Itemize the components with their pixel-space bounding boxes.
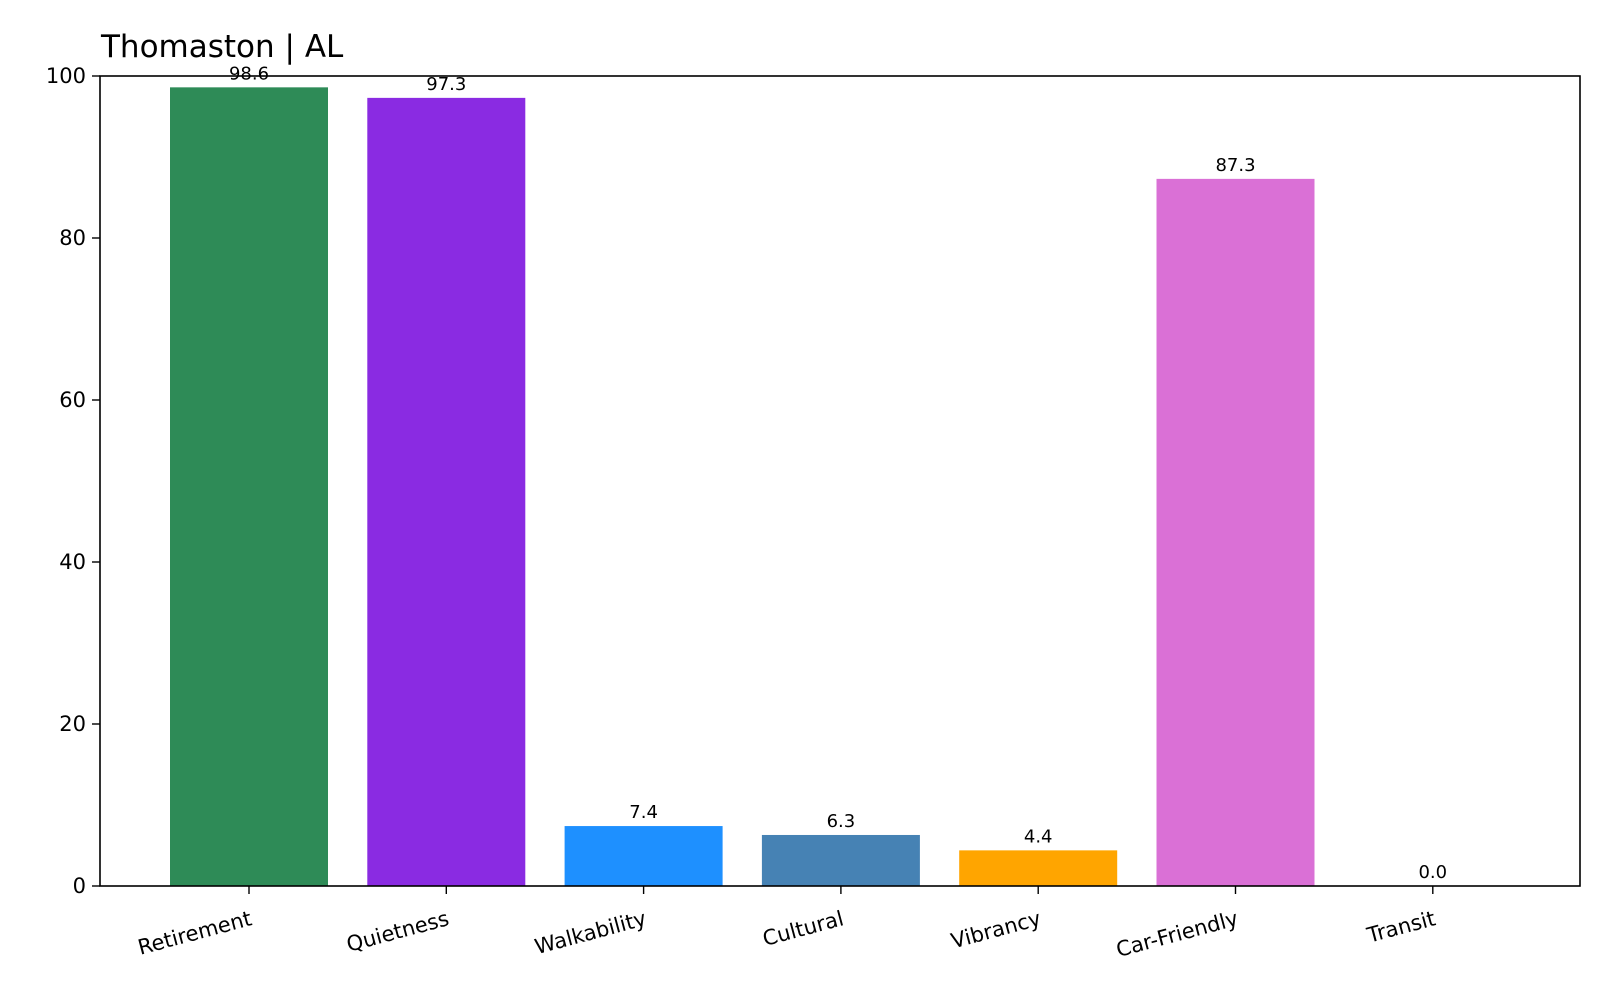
- y-tick-label-100: 100: [46, 64, 86, 88]
- bar-quietness: [367, 97, 526, 887]
- plot-frame: [99, 75, 1581, 887]
- bar-cultural: [761, 834, 920, 886]
- y-tick-label-40: 40: [59, 550, 86, 574]
- value-label-vibrancy: 4.4: [1024, 826, 1053, 847]
- y-axis: 0 20 40 60 80 100: [46, 64, 100, 898]
- value-label-cultural: 6.3: [827, 811, 856, 832]
- y-tick-label-80: 80: [59, 226, 86, 250]
- value-label-car-friendly: 87.3: [1215, 155, 1255, 176]
- chart-title: Thomaston | AL: [100, 29, 344, 65]
- x-tick-label-vibrancy: Vibrancy: [948, 906, 1043, 953]
- x-tick-label-quietness: Quietness: [344, 906, 452, 956]
- x-tick-label-retirement: Retirement: [135, 906, 254, 959]
- y-tick-label-20: 20: [59, 712, 86, 736]
- bars-group: [170, 87, 1315, 887]
- y-tick-label-0: 0: [73, 874, 86, 898]
- bar-retirement: [170, 87, 328, 887]
- value-label-walkability: 7.4: [629, 802, 658, 823]
- x-tick-label-cultural: Cultural: [760, 906, 846, 951]
- x-tick-label-transit: Transit: [1364, 906, 1438, 947]
- value-label-retirement: 98.6: [229, 63, 269, 84]
- value-label-quietness: 97.3: [426, 74, 466, 95]
- y-tick-label-60: 60: [59, 388, 86, 412]
- bar-car-friendly: [1156, 178, 1315, 886]
- value-labels-group: 98.6 97.3 7.4 6.3 4.4 87.3 0.0: [229, 63, 1447, 883]
- bar-vibrancy: [959, 850, 1118, 886]
- x-tick-label-walkability: Walkability: [532, 906, 649, 959]
- value-label-transit: 0.0: [1418, 862, 1447, 883]
- bar-walkability: [564, 826, 723, 886]
- x-axis: Retirement Quietness Walkability Cultural Vi…: [135, 886, 1438, 962]
- x-tick-label-car-friendly: Car-Friendly: [1114, 906, 1241, 962]
